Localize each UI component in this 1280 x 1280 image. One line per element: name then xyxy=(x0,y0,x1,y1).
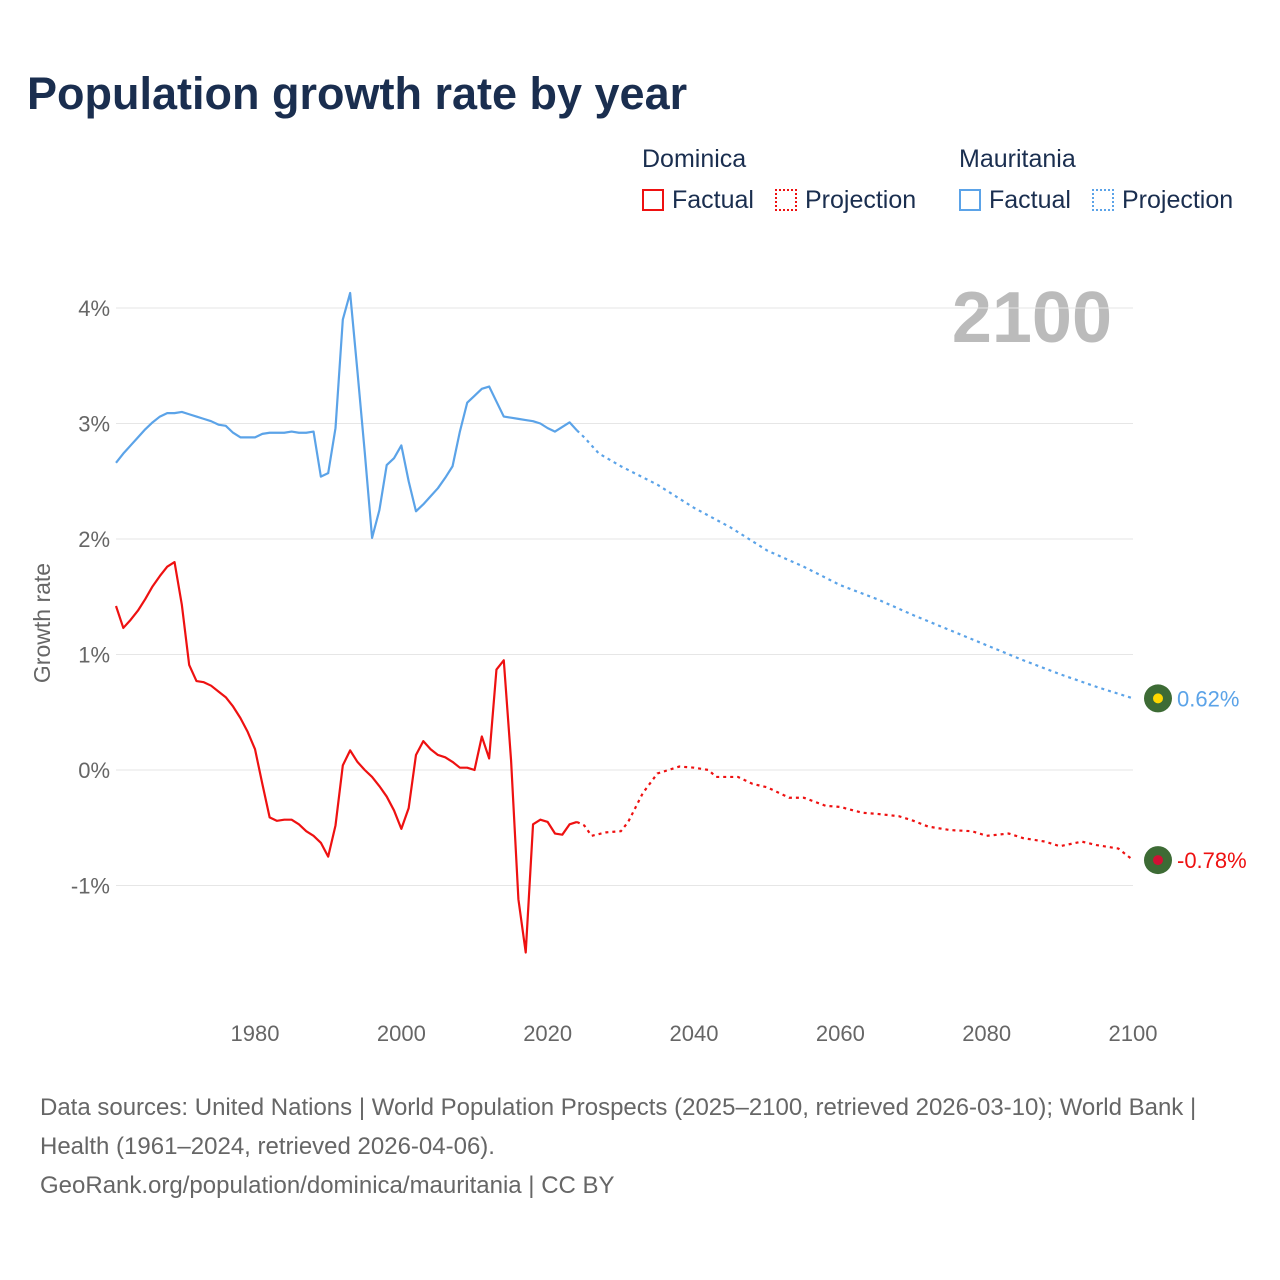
y-tick-label: 1% xyxy=(78,643,110,668)
year-indicator: 2100 xyxy=(952,278,1112,358)
series-mauritania-factual xyxy=(115,291,578,539)
x-tick-label: 2080 xyxy=(962,1021,1011,1046)
legend-dominica-factual[interactable]: Factual xyxy=(642,186,754,215)
x-tick-label: 2100 xyxy=(1109,1021,1158,1046)
legend-swatch-dotted xyxy=(1092,189,1114,211)
x-tick-label: 2040 xyxy=(670,1021,719,1046)
legend-mauritania-projection[interactable]: Projection xyxy=(1092,186,1233,215)
legend-label: Projection xyxy=(1122,186,1234,214)
series-mauritania-projection xyxy=(576,429,1134,700)
flag-emblem xyxy=(1153,693,1163,704)
legend-swatch-solid xyxy=(642,189,664,211)
page-title: Population growth rate by year xyxy=(27,68,688,119)
legend-label: Factual xyxy=(989,186,1071,214)
y-tick-label: -1% xyxy=(71,874,110,899)
legend-group-mauritania: Mauritania xyxy=(959,145,1076,173)
legend-mauritania-factual[interactable]: Factual xyxy=(959,186,1071,215)
legend-swatch-dotted xyxy=(775,189,797,211)
y-axis-label: Growth rate xyxy=(29,563,55,683)
flag-emblem xyxy=(1153,855,1163,866)
y-tick-label: 3% xyxy=(78,412,110,437)
source-note: Data sources: United Nations | World Pop… xyxy=(40,1088,1240,1205)
y-tick-label: 0% xyxy=(78,758,110,783)
end-value-label: 0.62% xyxy=(1177,686,1239,711)
legend-label: Factual xyxy=(672,186,754,214)
source-text: Data sources: United Nations | World Pop… xyxy=(40,1094,1197,1160)
legend-dominica-projection[interactable]: Projection xyxy=(775,186,916,215)
legend-group-dominica: Dominica xyxy=(642,145,747,173)
legend-swatch-solid xyxy=(959,189,981,211)
x-tick-label: 2060 xyxy=(816,1021,865,1046)
x-tick-label: 1980 xyxy=(231,1021,280,1046)
y-tick-label: 4% xyxy=(78,296,110,321)
source-link[interactable]: GeoRank.org/population/dominica/mauritan… xyxy=(40,1172,615,1199)
legend-label: Projection xyxy=(805,186,917,214)
y-tick-label: 2% xyxy=(78,527,110,552)
series-dominica-factual xyxy=(114,561,578,954)
line-chart: 2100 Growth rate -1% 0% 1% 2% 3% 4% 1980 2000 20… xyxy=(29,278,1247,1046)
x-tick-label: 2000 xyxy=(377,1021,426,1046)
x-tick-label: 2020 xyxy=(523,1021,572,1046)
series-dominica-projection xyxy=(576,765,1134,861)
end-value-label: -0.78% xyxy=(1177,848,1247,873)
